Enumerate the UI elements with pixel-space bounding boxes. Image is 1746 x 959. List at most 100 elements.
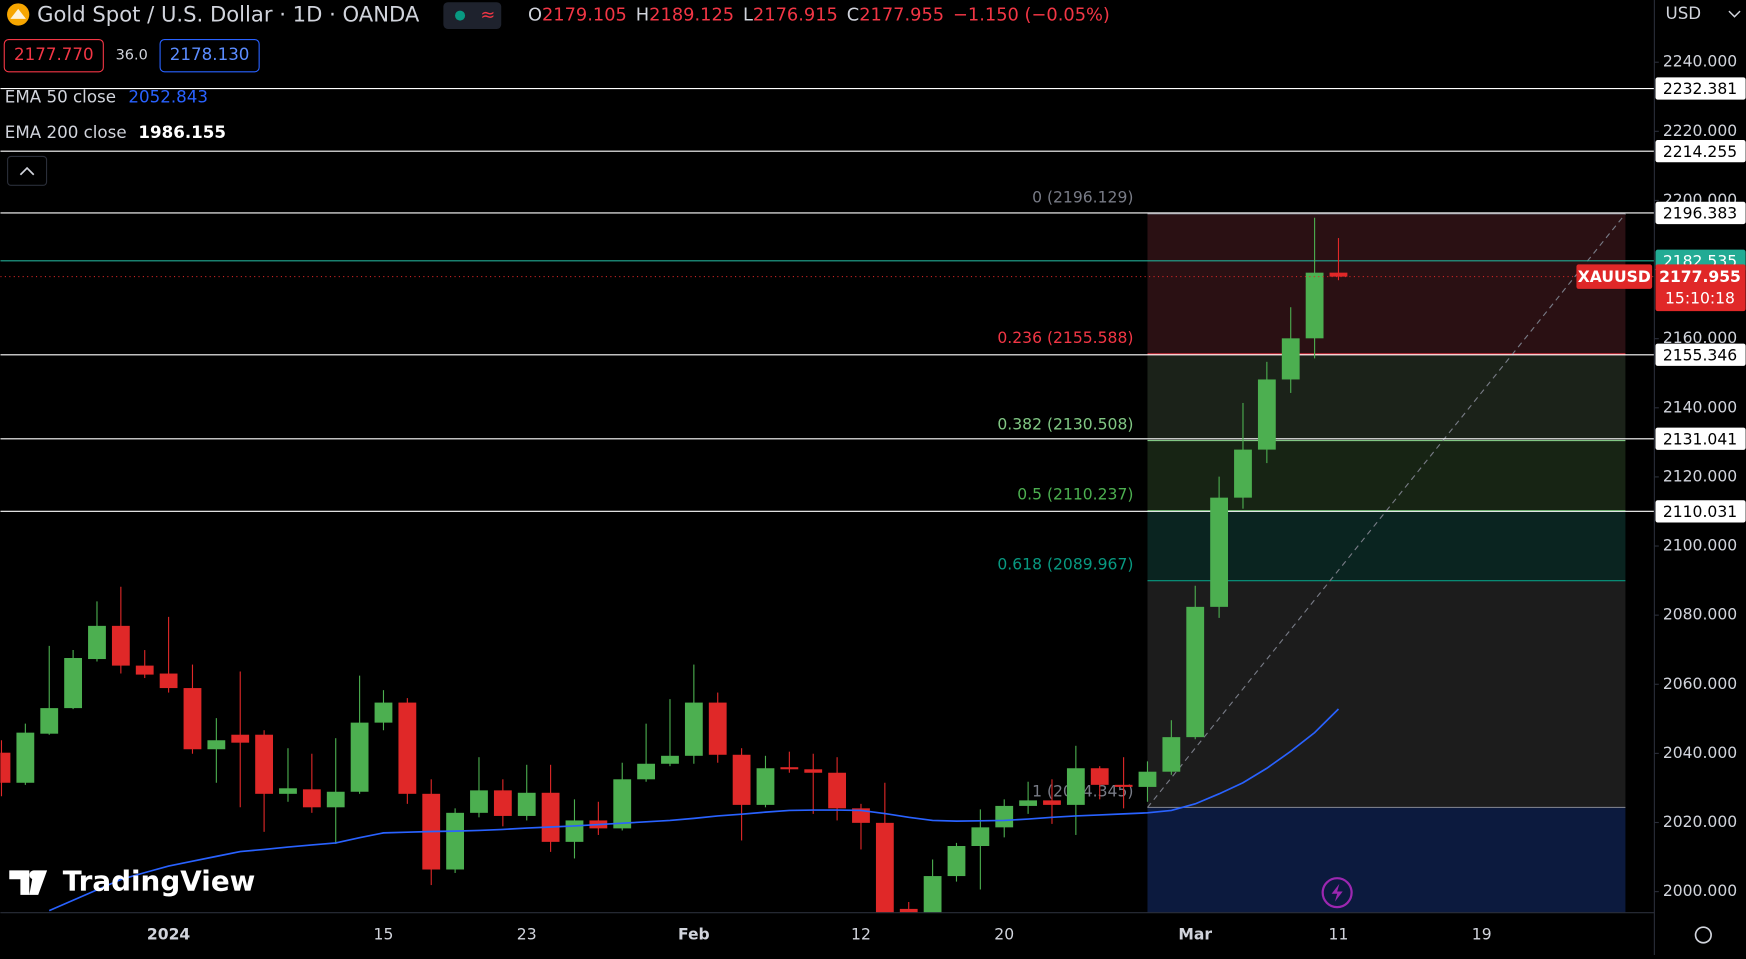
current-price-bg [1655,264,1746,312]
candle-body [1162,737,1181,772]
price-label-bg [1655,343,1746,366]
candle-body [326,791,345,808]
y-tick-label: 2120.000 [1663,467,1737,485]
candle-body [804,769,823,773]
price-label: 2214.255 [1663,143,1737,161]
y-tick-label: 2220.000 [1663,122,1737,140]
ema-line [48,708,1340,912]
logo-text: TradingView [63,865,256,898]
market-open-dot [455,10,466,21]
ohlc-line: O2179.105 H2189.125 L2176.915 C2177.955 −1.1… [528,5,1110,26]
bid-box[interactable] [3,38,104,73]
delay-icon: ≈ [480,5,495,26]
ohlc-letter: O [528,5,542,26]
candle-body [135,665,154,675]
fib-label: 0.5 (2110.237) [1017,486,1133,504]
symbol-title: Gold Spot / U.S. Dollar · 1D · OANDA [37,2,420,27]
candle-body [971,827,990,847]
status-badge [443,2,502,29]
candle-body [1138,771,1157,787]
price-label: 2196.383 [1663,205,1737,223]
fib-zone [1147,213,1626,354]
y-tick-label: 2040.000 [1663,744,1737,762]
event-icon[interactable] [1321,877,1353,909]
candle-body [613,779,632,829]
x-tick-label: 11 [1329,925,1349,943]
y-tick-label: 2240.000 [1663,53,1737,71]
candle-body [183,688,202,750]
candle-body [828,772,847,809]
candle-body [302,789,321,808]
candle-body [708,702,727,755]
fib-trend-line [1147,213,1626,808]
collapse-button[interactable] [7,155,48,186]
candle-body [255,734,274,794]
indicator-name: EMA 50 close [5,87,116,106]
x-tick-label: 23 [517,925,537,943]
x-tick-label: 12 [851,925,871,943]
candle-body [875,822,894,913]
symbol-tag: XAUUSD [1578,268,1651,286]
price-label: 2155.346 [1663,346,1737,364]
price-label-bg [1655,77,1746,100]
fib-label: 0.382 (2130.508) [997,416,1133,434]
x-tick-label: 20 [994,925,1014,943]
candle-body [350,722,369,792]
candle-body [1234,449,1252,498]
candle-body [780,767,799,770]
collapse-icon [19,166,35,176]
candle-body [159,673,178,689]
ohlc-value: 2177.955 [859,5,944,26]
ohlc-value: 2176.915 [753,5,838,26]
ohlc-letter: L [743,5,753,26]
ask-box[interactable] [159,38,260,73]
overlay: Gold Spot / U.S. Dollar · 1D · OANDA ≈ O… [3,2,1741,944]
candle-body [279,788,297,794]
candle-body [1305,272,1324,339]
candle-body [446,812,465,870]
candle-body [684,702,703,756]
y-tick-label: 2100.000 [1663,537,1737,555]
candle-body [1329,272,1348,277]
price-label-bg [1655,140,1746,163]
price-label-bg [1655,427,1746,450]
candle-body [374,702,393,723]
x-tick-label: Mar [1178,925,1212,943]
fib-zone [1147,807,1626,913]
logo-dot [29,870,39,880]
candle-body [0,752,11,783]
symbol-tag-bg [1576,264,1653,289]
candle-body [231,734,250,743]
candle-body [64,658,83,709]
candle-body [995,805,1014,828]
currency[interactable]: USD [1665,4,1701,23]
candle-body [470,790,488,813]
currency-caret [1728,10,1741,18]
candle-body [40,708,59,734]
y-tick-label: 2020.000 [1663,813,1737,831]
spread: 36.0 [116,48,148,64]
y-tick-label: 2000.000 [1663,882,1737,900]
countdown: 15:10:18 [1665,289,1735,307]
candle-body [111,625,130,666]
candle-body [1210,497,1229,607]
price-label: 2110.031 [1663,503,1737,521]
ask-price: 2178.130 [170,45,250,64]
ohlc-letter: C [847,5,859,26]
y-tick-label: 2080.000 [1663,606,1737,624]
fib-label: 0.618 (2089.967) [997,556,1133,574]
change: −1.150 (−0.05%) [953,5,1110,26]
indicator-name: EMA 200 close [5,123,127,142]
settings-icon[interactable] [1694,926,1712,944]
fib-label: 0.236 (2155.588) [997,329,1133,347]
price-label: 2232.381 [1663,80,1737,98]
x-tick-label: Feb [678,925,710,943]
candle-body [541,792,560,842]
price-label-bg [1655,500,1746,523]
price-label: 2131.041 [1663,430,1737,448]
candle-body [88,625,106,660]
indicator-value: 2052.843 [128,87,208,106]
